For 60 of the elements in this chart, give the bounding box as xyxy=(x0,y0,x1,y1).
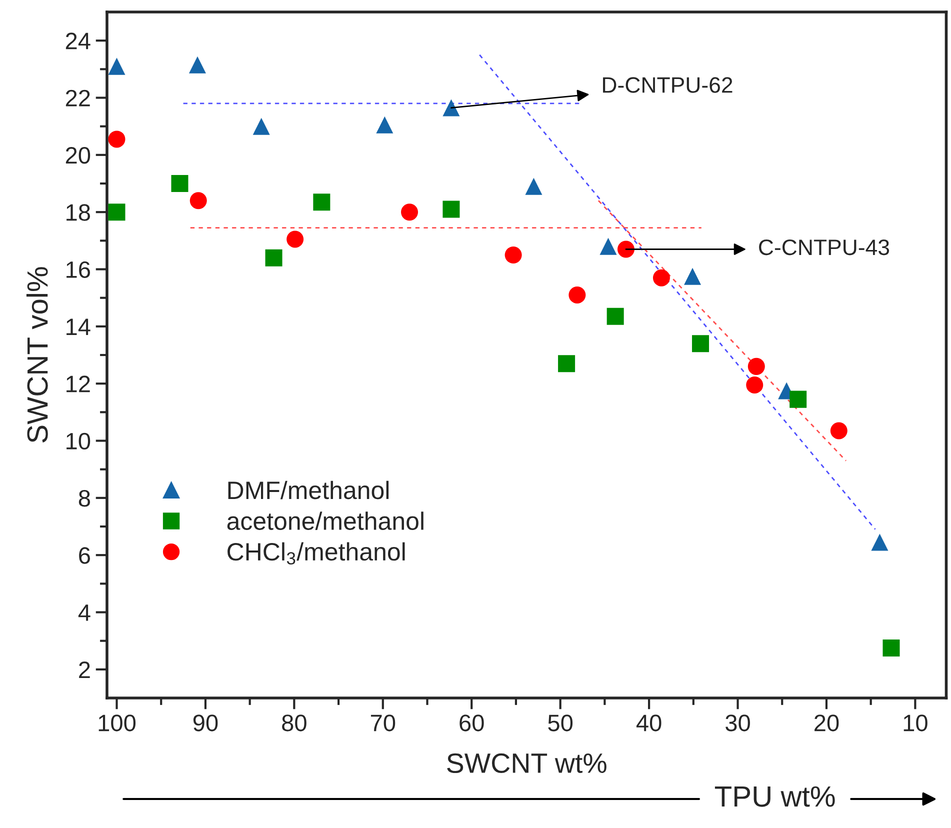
point xyxy=(790,390,807,408)
point xyxy=(265,249,282,266)
x-tick-label: 80 xyxy=(282,714,306,732)
x-tick-label: 60 xyxy=(460,714,484,732)
x-axis-title: SWCNT wt% xyxy=(447,753,606,774)
x-tick-label: 10 xyxy=(904,714,928,732)
point xyxy=(108,58,126,75)
point xyxy=(252,118,270,135)
legend-label: CHCl$_{3}$/methanol xyxy=(228,542,405,565)
y-tick-label: 12 xyxy=(66,376,90,392)
point xyxy=(692,335,710,352)
y-tick-label: 20 xyxy=(66,146,90,164)
y-tick-label: 14 xyxy=(66,318,90,335)
point xyxy=(830,422,848,440)
point xyxy=(606,308,624,325)
point xyxy=(442,99,460,116)
point xyxy=(882,639,900,656)
y-tick-label: 2 xyxy=(79,661,90,678)
point xyxy=(652,269,670,286)
y-tick-label: 24 xyxy=(66,32,90,50)
point xyxy=(568,286,586,304)
x-tick-label: 70 xyxy=(370,714,396,732)
x-tick-label: 100 xyxy=(98,714,136,732)
point xyxy=(558,355,576,372)
point xyxy=(108,204,126,221)
point xyxy=(188,56,206,74)
point xyxy=(748,358,765,375)
y-tick-label: 18 xyxy=(66,204,90,221)
y-tick-label: 22 xyxy=(66,90,90,106)
y-axis-title: SWCNT vol% xyxy=(26,267,48,443)
y-tick-label: 10 xyxy=(66,432,90,450)
point xyxy=(376,116,394,134)
point xyxy=(286,230,304,248)
point xyxy=(108,130,126,148)
legend-label: acetone/methanol xyxy=(227,512,424,530)
y-tick-label: 8 xyxy=(78,490,90,507)
point xyxy=(600,238,617,255)
point xyxy=(401,204,418,221)
x-tick-label: 90 xyxy=(193,714,218,732)
y-tick-label: 6 xyxy=(79,547,90,564)
x-tick-label: 40 xyxy=(636,714,662,732)
point xyxy=(871,534,888,551)
annotation: D-CNTPU-62 xyxy=(603,77,732,93)
point xyxy=(190,192,207,210)
point xyxy=(684,268,702,285)
text: TPU wt% xyxy=(714,786,835,807)
point xyxy=(746,376,764,394)
legend-label: DMF/methanol xyxy=(228,480,389,500)
point xyxy=(313,194,330,211)
y-tick-label: 4 xyxy=(78,604,90,621)
y-tick-label: 16 xyxy=(66,261,90,278)
point xyxy=(171,175,188,192)
x-tick-label: 20 xyxy=(814,714,839,732)
x-tick-label: 50 xyxy=(548,714,573,732)
x-tick-label: 30 xyxy=(726,714,750,732)
point xyxy=(504,246,522,264)
annotation: C-CNTPU-43 xyxy=(759,239,890,256)
point xyxy=(525,178,542,195)
point xyxy=(617,240,634,258)
point xyxy=(442,200,460,218)
